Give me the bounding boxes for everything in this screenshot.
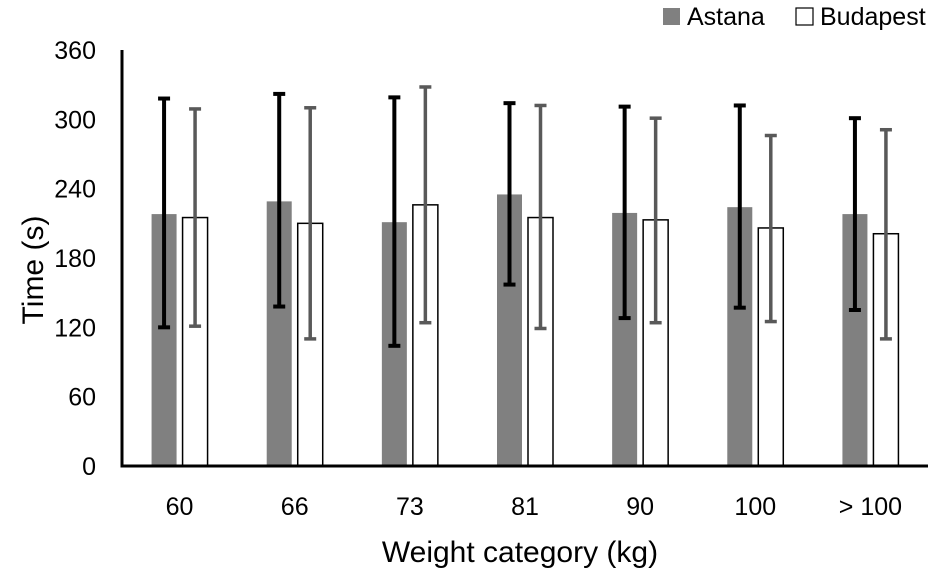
- legend: Astana Budapest: [663, 3, 926, 31]
- x-tick-label: 81: [511, 493, 539, 521]
- y-tick-label: 360: [54, 37, 96, 65]
- error-bar-astana: [848, 116, 861, 312]
- error-bar-budapest: [189, 107, 202, 328]
- error-bar-astana: [388, 95, 401, 348]
- y-tick-label: 180: [54, 245, 96, 273]
- legend-label: Budapest: [820, 3, 926, 31]
- error-bar-budapest: [649, 116, 662, 325]
- legend-label: Astana: [687, 3, 765, 31]
- y-tick-label: 120: [54, 314, 96, 342]
- y-tick-label: 300: [54, 106, 96, 134]
- y-tick-label: 240: [54, 176, 96, 204]
- error-bar-budapest: [304, 106, 317, 341]
- error-bar-astana: [618, 104, 631, 321]
- x-tick-label: 100: [734, 493, 776, 521]
- error-bar-astana: [273, 91, 286, 309]
- y-tick-label: 0: [82, 453, 96, 481]
- x-tick-label: 60: [166, 493, 194, 521]
- error-bar-budapest: [534, 103, 547, 331]
- error-bar-budapest: [764, 133, 777, 324]
- plot-area: [151, 85, 900, 467]
- error-bar-budapest: [419, 85, 432, 325]
- x-tick-label: 73: [396, 493, 424, 521]
- legend-swatch-budapest: [795, 7, 814, 26]
- error-bar-astana: [158, 96, 171, 330]
- y-tick-labels: 0 60 120 180 240 300 360: [54, 37, 96, 481]
- error-bar-budapest: [879, 127, 892, 341]
- legend-swatch-astana: [663, 8, 680, 25]
- x-tick-labels: 60 66 73 81 90 100 > 100: [166, 493, 902, 521]
- x-axis-title: Weight category (kg): [382, 536, 658, 569]
- y-tick-label: 60: [68, 384, 96, 412]
- x-tick-label: 66: [281, 493, 309, 521]
- error-bar-astana: [503, 101, 516, 287]
- error-bar-astana: [733, 103, 746, 310]
- y-axis-title: Time (s): [17, 216, 50, 325]
- x-tick-label: > 100: [839, 493, 902, 521]
- x-tick-label: 90: [626, 493, 654, 521]
